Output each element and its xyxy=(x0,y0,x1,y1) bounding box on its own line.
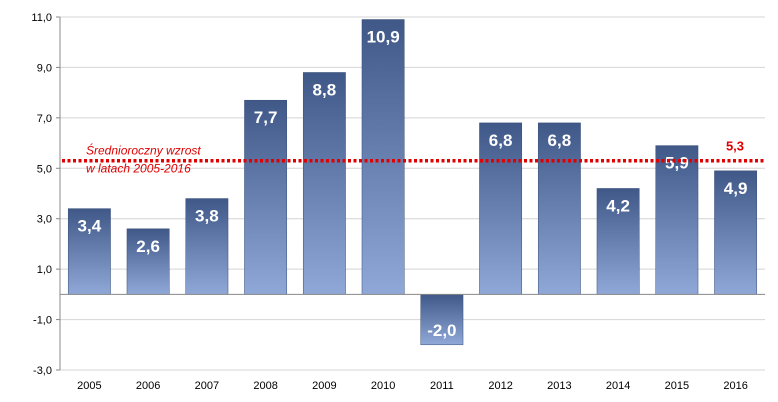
x-tick-label: 2013 xyxy=(547,380,571,392)
bar-2014 xyxy=(596,188,640,295)
bar-value-label: 8,8 xyxy=(313,80,337,99)
bar-value-label: 3,8 xyxy=(195,207,219,226)
y-tick-label: 1,0 xyxy=(37,264,52,276)
bar-value-label: 7,7 xyxy=(254,108,278,127)
bar-2013 xyxy=(537,122,581,295)
x-tick-label: 2008 xyxy=(253,380,277,392)
bar-2011 xyxy=(420,294,464,346)
y-tick-label: -1,0 xyxy=(33,315,52,327)
x-tick-label: 2006 xyxy=(136,380,160,392)
bar-2009 xyxy=(302,72,346,295)
y-tick-label: 7,0 xyxy=(37,113,52,125)
bar-value-label: 6,8 xyxy=(489,131,513,150)
bar-value-label: 2,6 xyxy=(136,237,160,256)
bar-2005 xyxy=(67,208,111,295)
bar-value-label: 5,9 xyxy=(665,154,689,173)
bar-2015 xyxy=(655,145,699,295)
bar-2010 xyxy=(361,19,405,295)
y-tick-label: 11,0 xyxy=(31,12,52,24)
bars: 3,4 2,6 3,8 7,7 8,8 10,9 -2,0 6,8 6,8 4,2 5,9 4,9 xyxy=(60,19,765,346)
y-tick-label: -3,0 xyxy=(33,365,52,377)
bar-value-label: 3,4 xyxy=(78,217,102,236)
x-tick-label: 2007 xyxy=(195,380,219,392)
average-label-line1: Średnioroczny wzrost xyxy=(86,143,201,158)
x-tick-label: 2016 xyxy=(723,380,747,392)
bar-value-label: 10,9 xyxy=(367,28,400,47)
y-tick-label: 9,0 xyxy=(37,62,52,74)
x-tick-label: 2010 xyxy=(371,380,395,392)
bar-2008 xyxy=(244,99,288,295)
x-tick-label: 2005 xyxy=(77,380,101,392)
x-tick-label: 2011 xyxy=(430,380,454,392)
bar-2016 xyxy=(714,170,758,295)
bar-2007 xyxy=(185,198,229,295)
bar-value-label: 4,2 xyxy=(606,196,630,215)
x-tick-label: 2012 xyxy=(488,380,512,392)
average-label-line2: w latach 2005-2016 xyxy=(86,162,191,176)
bar-2006 xyxy=(126,228,170,295)
x-tick-label: 2014 xyxy=(606,380,630,392)
bar-value-label: 6,8 xyxy=(548,131,572,150)
y-tick-label: 5,0 xyxy=(37,163,52,175)
x-axis-ticks: 2005 2006 2007 2008 2009 2010 2011 2012 2013 2014… xyxy=(77,380,748,392)
average-value-label: 5,3 xyxy=(726,139,744,154)
bar-value-label: 4,9 xyxy=(724,179,748,198)
bar-value-label: -2,0 xyxy=(427,321,456,340)
y-tick-label: 3,0 xyxy=(37,214,52,226)
y-axis-ticks: -3,0 -1,0 1,0 3,0 5,0 7,0 9,0 11,0 xyxy=(31,12,60,377)
bar-2012 xyxy=(479,122,523,295)
x-tick-label: 2015 xyxy=(665,380,689,392)
average-line-group: Średnioroczny wzrost w latach 2005-2016 … xyxy=(62,139,765,176)
x-tick-label: 2009 xyxy=(312,380,336,392)
gridlines xyxy=(59,16,765,371)
